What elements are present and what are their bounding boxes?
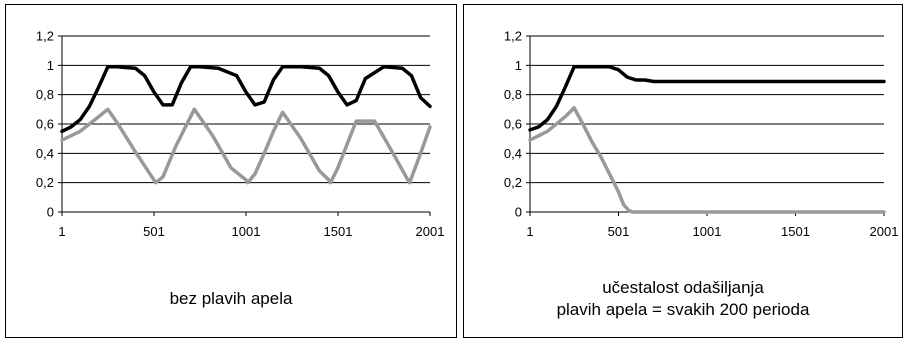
y-tick-label: 0,2 <box>36 175 54 190</box>
x-tick-label: 2001 <box>870 224 899 239</box>
chart-panel-1: 0 0,2 0,4 0,6 0,8 1 1,2 1 501 1001 1501 2001 bez pl… <box>5 4 457 338</box>
x-tick-label: 1501 <box>781 224 810 239</box>
y-tick-label: 0,4 <box>36 146 54 161</box>
y-tick-label: 1,2 <box>36 29 54 44</box>
y-tick-label: 0 <box>47 205 54 220</box>
chart-2-caption-line-2: plavih apela = svakih 200 perioda <box>556 300 810 319</box>
chart-2-caption-line-1: učestalost odašiljanja <box>602 278 764 297</box>
y-tick-label: 1 <box>47 58 54 73</box>
y-tick-label: 0,2 <box>504 175 522 190</box>
y-tick-label: 0,6 <box>504 117 522 132</box>
y-tick-label: 0,8 <box>504 87 522 102</box>
y-tick-label: 0,8 <box>36 87 54 102</box>
x-tick-label: 501 <box>608 224 630 239</box>
chart-1-caption: bez plavih apela <box>169 289 293 308</box>
series-line-1 <box>60 65 432 134</box>
series-line-1 <box>528 65 886 132</box>
series-line-2 <box>60 107 432 185</box>
chart-panel-2: 0 0,2 0,4 0,6 0,8 1 1,2 1 501 1001 1501 2001 učesta… <box>463 4 903 338</box>
chart-2-plot: 00,20,40,60,811,21 501 1001 1501 2001 <box>504 29 899 240</box>
y-tick-label: 0 <box>515 205 522 220</box>
x-tick-label: 1001 <box>693 224 722 239</box>
y-tick-label: 0,6 <box>36 117 54 132</box>
x-tick-label: 1 <box>526 224 533 239</box>
series-line-2 <box>528 106 886 214</box>
x-tick-label: 1 <box>58 224 65 239</box>
y-tick-label: 0,4 <box>504 146 522 161</box>
chart-1-plot: 00,20,40,60,811,21 501 1001 1501 2001 <box>36 29 445 240</box>
x-tick-label: 501 <box>143 224 165 239</box>
y-tick-label: 1,2 <box>504 29 522 44</box>
x-tick-label: 1001 <box>232 224 261 239</box>
x-tick-label: 1501 <box>324 224 353 239</box>
x-tick-label: 2001 <box>416 224 445 239</box>
y-tick-label: 1 <box>515 58 522 73</box>
